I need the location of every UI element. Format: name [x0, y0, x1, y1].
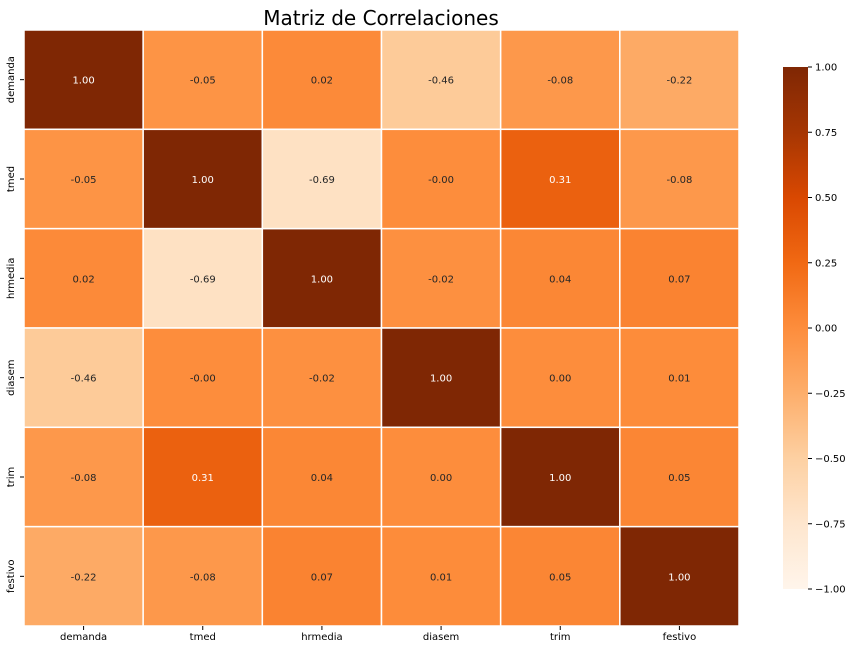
heatmap-cell-demanda-festivo: [619, 29, 740, 131]
heatmap-cell-diasem-hrmedia: [261, 327, 383, 429]
heatmap-cell-diasem-tmed: [142, 327, 264, 429]
heatmap-cell-hrmedia-trim: [499, 227, 621, 329]
x-tick-label-hrmedia: hrmedia: [301, 632, 342, 643]
colorbar-tick-label: 0.00: [815, 324, 837, 335]
cell-value-diasem-trim: 0.00: [549, 374, 571, 385]
y-tick-label-demanda: demanda: [6, 56, 17, 103]
heatmap-cell-trim-diasem: [380, 426, 502, 528]
heatmap-cell-festivo-trim: [499, 525, 621, 627]
heatmap-cell-trim-trim: [499, 426, 621, 528]
cell-value-hrmedia-hrmedia: 1.00: [311, 274, 333, 285]
cell-value-demanda-trim: -0.08: [547, 76, 573, 87]
colorbar-tick-label: 1.00: [815, 63, 837, 74]
heatmap-cell-tmed-tmed: [142, 128, 264, 230]
cell-value-tmed-trim: 0.31: [549, 175, 571, 186]
x-tick-label-demanda: demanda: [60, 632, 107, 643]
cell-value-trim-hrmedia: 0.04: [311, 473, 333, 484]
cell-value-diasem-festivo: 0.01: [668, 374, 690, 385]
cell-value-festivo-festivo: 1.00: [668, 572, 690, 583]
heatmap-cell-trim-festivo: [619, 426, 740, 528]
heatmap-cell-tmed-diasem: [380, 128, 502, 230]
heatmap-cell-demanda-diasem: [380, 29, 502, 131]
cell-value-tmed-demanda: -0.05: [71, 175, 97, 186]
y-axis: demanda tmed hrmedia diasem trim festivo: [6, 56, 24, 593]
colorbar-tick-label: 0.25: [815, 258, 837, 269]
x-tick-label-trim: trim: [550, 632, 571, 643]
heatmap-cell-demanda-hrmedia: [261, 29, 383, 131]
heatmap-cell-labels: 1.00 -0.05 0.02 -0.46 -0.08 -0.22 -0.05 1.00 -0.…: [71, 76, 693, 584]
cell-value-hrmedia-trim: 0.04: [549, 274, 571, 285]
cell-value-hrmedia-tmed: -0.69: [190, 274, 216, 285]
colorbar-gradient: [783, 67, 808, 589]
cell-value-hrmedia-demanda: 0.02: [72, 274, 94, 285]
cell-value-festivo-hrmedia: 0.07: [311, 572, 333, 583]
cell-value-hrmedia-diasem: -0.02: [428, 274, 454, 285]
heatmap-cell-demanda-tmed: [142, 29, 264, 131]
colorbar-tick-label: 0.50: [815, 193, 837, 204]
colorbar: 1.00 0.75 0.50 0.25 0.00 −0.25 −0.50 −0.75 −1.00: [783, 63, 846, 596]
chart-title: Matriz de Correlaciones: [263, 6, 499, 30]
cell-value-demanda-hrmedia: 0.02: [311, 76, 333, 87]
cell-value-demanda-tmed: -0.05: [190, 76, 216, 87]
cell-value-diasem-tmed: -0.00: [190, 374, 216, 385]
y-tick-label-hrmedia: hrmedia: [6, 258, 17, 299]
heatmap-cell-diasem-demanda: [23, 327, 144, 429]
heatmap-cell-trim-hrmedia: [261, 426, 383, 528]
colorbar-tick-label: −0.75: [815, 519, 846, 530]
cell-value-demanda-demanda: 1.00: [72, 76, 94, 87]
y-tick-label-diasem: diasem: [6, 359, 17, 395]
cell-value-diasem-hrmedia: -0.02: [309, 374, 335, 385]
heatmap-cell-demanda-demanda: [23, 29, 144, 131]
x-tick-label-festivo: festivo: [663, 632, 697, 643]
y-tick-label-tmed: tmed: [6, 166, 17, 192]
heatmap-cell-festivo-demanda: [23, 525, 144, 627]
x-axis: demanda tmed hrmedia diasem trim festivo: [60, 626, 696, 643]
cell-value-festivo-tmed: -0.08: [190, 572, 216, 583]
cell-value-trim-diasem: 0.00: [430, 473, 452, 484]
cell-value-trim-trim: 1.00: [549, 473, 571, 484]
heatmap-cell-tmed-festivo: [619, 128, 740, 230]
cell-value-tmed-festivo: -0.08: [666, 175, 692, 186]
y-tick-label-trim: trim: [6, 467, 17, 488]
cell-value-tmed-hrmedia: -0.69: [309, 175, 335, 186]
cell-value-hrmedia-festivo: 0.07: [668, 274, 690, 285]
cell-value-trim-demanda: -0.08: [71, 473, 97, 484]
y-tick-label-festivo: festivo: [6, 560, 17, 594]
cell-value-diasem-demanda: -0.46: [71, 374, 97, 385]
cell-value-demanda-diasem: -0.46: [428, 76, 454, 87]
heatmap-cell-diasem-festivo: [619, 327, 740, 429]
heatmap-cell-trim-demanda: [23, 426, 144, 528]
heatmap-cell-hrmedia-festivo: [619, 227, 740, 329]
heatmap-cell-hrmedia-diasem: [380, 227, 502, 329]
cell-value-festivo-trim: 0.05: [549, 572, 571, 583]
cell-value-trim-tmed: 0.31: [192, 473, 214, 484]
heatmap-cells: [23, 29, 740, 627]
colorbar-tick-label: 0.75: [815, 128, 837, 139]
cell-value-tmed-tmed: 1.00: [192, 175, 214, 186]
colorbar-ticks: 1.00 0.75 0.50 0.25 0.00 −0.25 −0.50 −0.75 −1.00: [808, 63, 846, 596]
cell-value-demanda-festivo: -0.22: [666, 76, 692, 87]
x-tick-label-diasem: diasem: [423, 632, 459, 643]
x-tick-label-tmed: tmed: [190, 632, 216, 643]
heatmap-cell-hrmedia-tmed: [142, 227, 264, 329]
heatmap-cell-diasem-trim: [499, 327, 621, 429]
colorbar-tick-label: −0.25: [815, 389, 846, 400]
cell-value-diasem-diasem: 1.00: [430, 374, 452, 385]
heatmap-cell-diasem-diasem: [380, 327, 502, 429]
cell-value-festivo-diasem: 0.01: [430, 572, 452, 583]
cell-value-festivo-demanda: -0.22: [71, 572, 97, 583]
cell-value-trim-festivo: 0.05: [668, 473, 690, 484]
colorbar-tick-label: −0.50: [815, 454, 846, 465]
cell-value-tmed-diasem: -0.00: [428, 175, 454, 186]
heatmap-cell-festivo-festivo: [619, 525, 740, 627]
colorbar-tick-label: −1.00: [815, 585, 846, 596]
